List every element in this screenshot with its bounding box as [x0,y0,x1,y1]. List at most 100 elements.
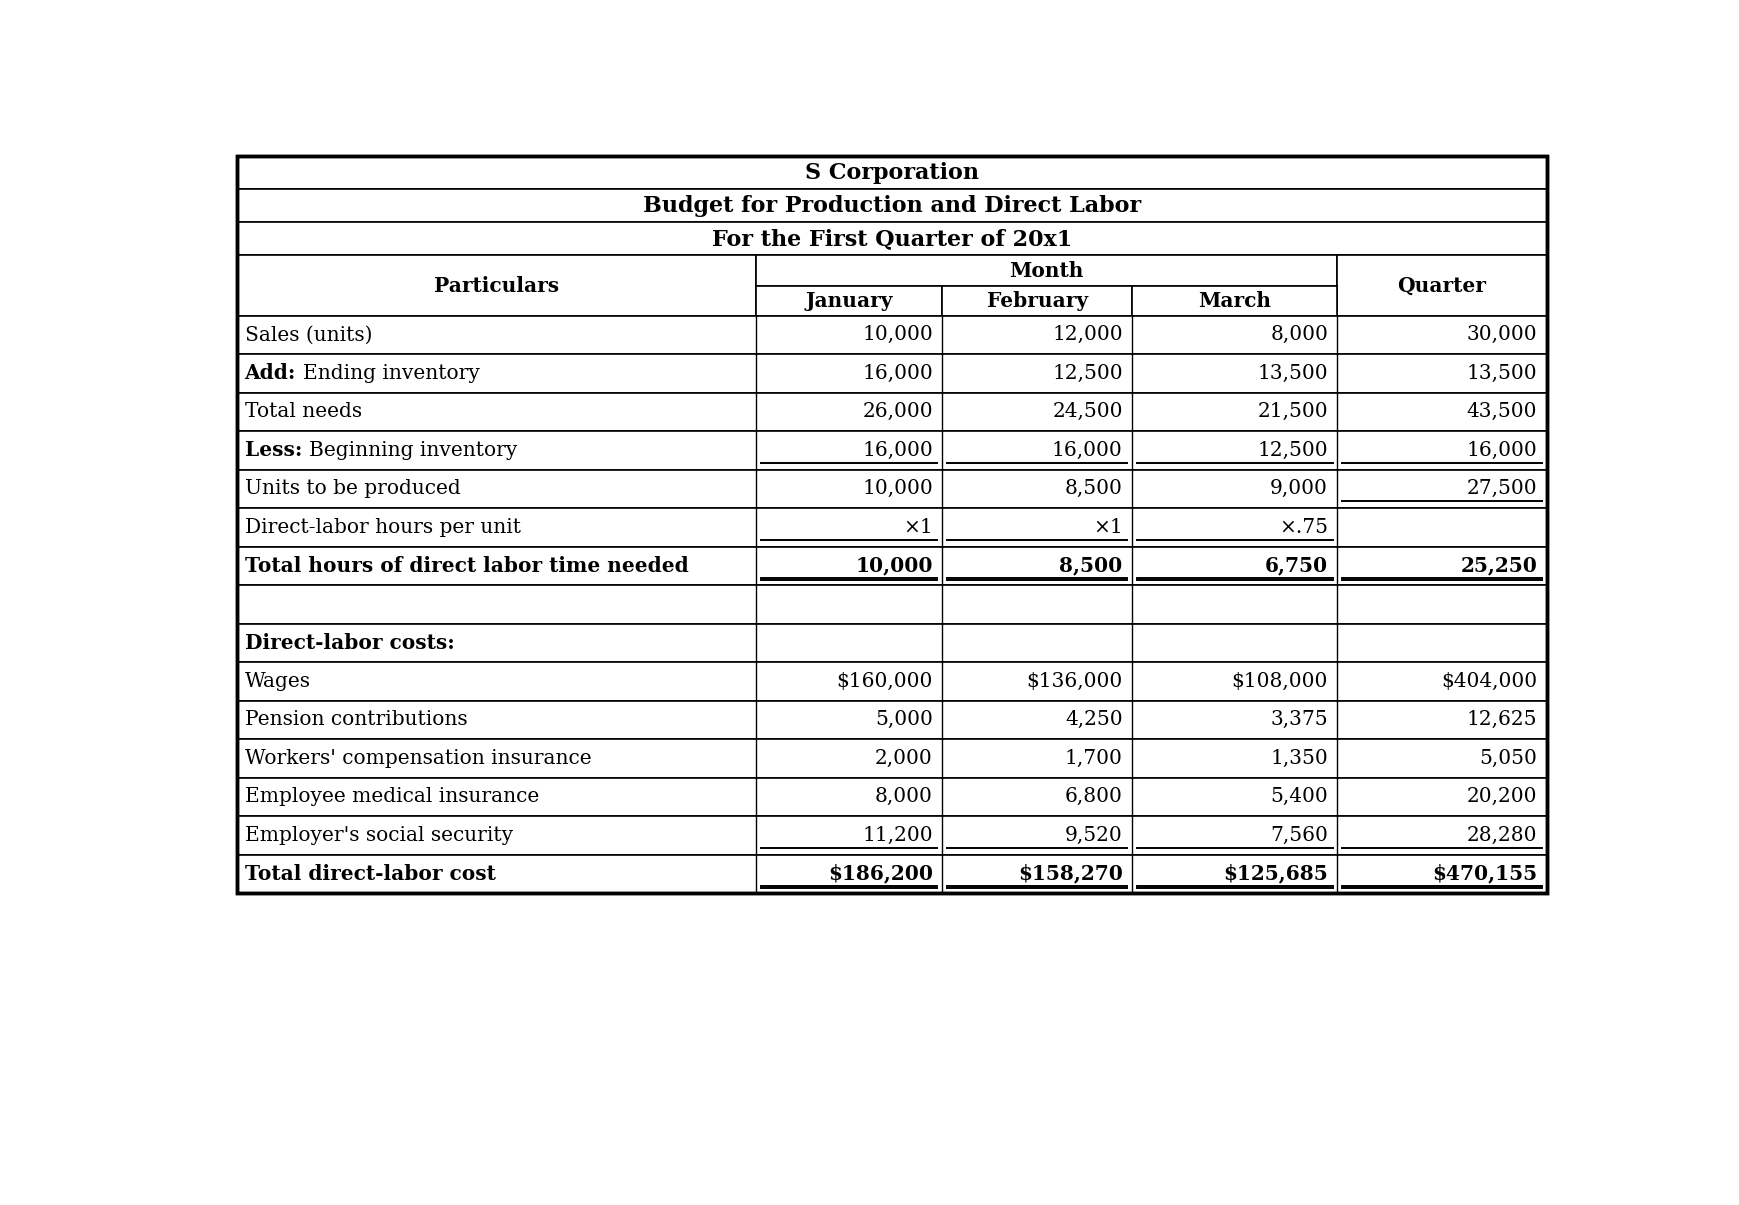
Bar [756,287,941,316]
Bar [1132,287,1337,316]
Text: 1,700: 1,700 [1064,748,1122,768]
Text: Quarter: Quarter [1396,276,1485,295]
Text: $160,000: $160,000 [836,672,932,690]
Text: $136,000: $136,000 [1026,672,1122,690]
Text: Particulars: Particulars [433,276,558,295]
Text: 8,500: 8,500 [1059,556,1122,576]
Text: 12,500: 12,500 [1052,364,1122,383]
Text: $108,000: $108,000 [1231,672,1327,690]
Text: January: January [805,290,892,311]
Bar [756,255,1337,287]
Text: 26,000: 26,000 [863,402,932,422]
Text: $186,200: $186,200 [828,864,932,883]
Text: 2,000: 2,000 [875,748,932,768]
Bar [237,623,1546,662]
Bar [237,316,1546,354]
Text: 4,250: 4,250 [1064,710,1122,729]
Bar [237,816,1546,854]
Bar [237,157,1546,893]
Text: 25,250: 25,250 [1459,556,1537,576]
Text: 5,400: 5,400 [1269,787,1327,806]
Text: ×1: ×1 [903,518,932,536]
Text: 12,000: 12,000 [1052,325,1122,345]
Text: 10,000: 10,000 [861,325,932,345]
Text: Total direct-labor cost: Total direct-labor cost [245,864,496,883]
Text: Workers' compensation insurance: Workers' compensation insurance [245,748,591,768]
Text: For the First Quarter of 20x1: For the First Quarter of 20x1 [711,228,1071,249]
Text: Budget for Production and Direct Labor: Budget for Production and Direct Labor [642,195,1141,217]
Text: Add:: Add: [245,363,303,383]
Text: 16,000: 16,000 [1052,441,1122,460]
Text: Total hours of direct labor time needed: Total hours of direct labor time needed [245,556,689,576]
Text: 20,200: 20,200 [1466,787,1537,806]
Bar [237,470,1546,509]
Text: 27,500: 27,500 [1466,480,1537,499]
Text: 13,500: 13,500 [1257,364,1327,383]
Bar [237,157,1546,893]
Bar [237,547,1546,586]
Bar [237,777,1546,816]
Text: Sales (units): Sales (units) [245,325,372,345]
Text: $470,155: $470,155 [1431,864,1537,883]
Bar [237,354,1546,393]
Text: 21,500: 21,500 [1257,402,1327,422]
Bar [237,189,1546,223]
Text: 13,500: 13,500 [1466,364,1537,383]
Text: 8,000: 8,000 [1269,325,1327,345]
Text: 24,500: 24,500 [1052,402,1122,422]
Text: Total needs: Total needs [245,402,362,422]
Bar [237,700,1546,739]
Text: 16,000: 16,000 [861,441,932,460]
Text: 5,050: 5,050 [1478,748,1537,768]
Bar [1337,255,1546,316]
Text: Wages: Wages [245,672,311,690]
Bar [237,509,1546,547]
Bar [237,586,1546,623]
Text: Employer's social security: Employer's social security [245,825,513,845]
Bar [941,287,1132,316]
Text: 28,280: 28,280 [1466,825,1537,845]
Text: 5,000: 5,000 [875,710,932,729]
Bar [237,739,1546,777]
Text: S Corporation: S Corporation [803,161,977,183]
Text: 6,800: 6,800 [1064,787,1122,806]
Bar [237,255,756,316]
Text: ×1: ×1 [1092,518,1122,536]
Text: 1,350: 1,350 [1269,748,1327,768]
Text: ×.75: ×.75 [1278,518,1327,536]
Text: 8,000: 8,000 [875,787,932,806]
Text: Direct-labor costs:: Direct-labor costs: [245,633,454,653]
Text: Ending inventory: Ending inventory [303,364,480,383]
Text: 30,000: 30,000 [1466,325,1537,345]
Bar [237,431,1546,470]
Text: 8,500: 8,500 [1064,480,1122,499]
Text: Employee medical insurance: Employee medical insurance [245,787,539,806]
Text: February: February [986,290,1087,311]
Text: $125,685: $125,685 [1223,864,1327,883]
Text: Less:: Less: [245,440,310,460]
Text: 7,560: 7,560 [1269,825,1327,845]
Text: 16,000: 16,000 [861,364,932,383]
Bar [237,157,1546,189]
Text: 9,000: 9,000 [1269,480,1327,499]
Text: Units to be produced: Units to be produced [245,480,461,499]
Text: 6,750: 6,750 [1264,556,1327,576]
Text: 9,520: 9,520 [1064,825,1122,845]
Text: 12,625: 12,625 [1466,710,1537,729]
Text: 10,000: 10,000 [856,556,932,576]
Text: 16,000: 16,000 [1466,441,1537,460]
Text: 3,375: 3,375 [1269,710,1327,729]
Bar [237,662,1546,700]
Text: Direct-labor hours per unit: Direct-labor hours per unit [245,518,520,536]
Text: 12,500: 12,500 [1257,441,1327,460]
Text: 11,200: 11,200 [863,825,932,845]
Bar [237,393,1546,431]
Bar [237,223,1546,255]
Text: $404,000: $404,000 [1440,672,1537,690]
Text: 10,000: 10,000 [861,480,932,499]
Bar [237,854,1546,893]
Text: $158,270: $158,270 [1017,864,1122,883]
Text: Beginning inventory: Beginning inventory [310,441,516,460]
Text: 43,500: 43,500 [1466,402,1537,422]
Text: Month: Month [1009,260,1083,281]
